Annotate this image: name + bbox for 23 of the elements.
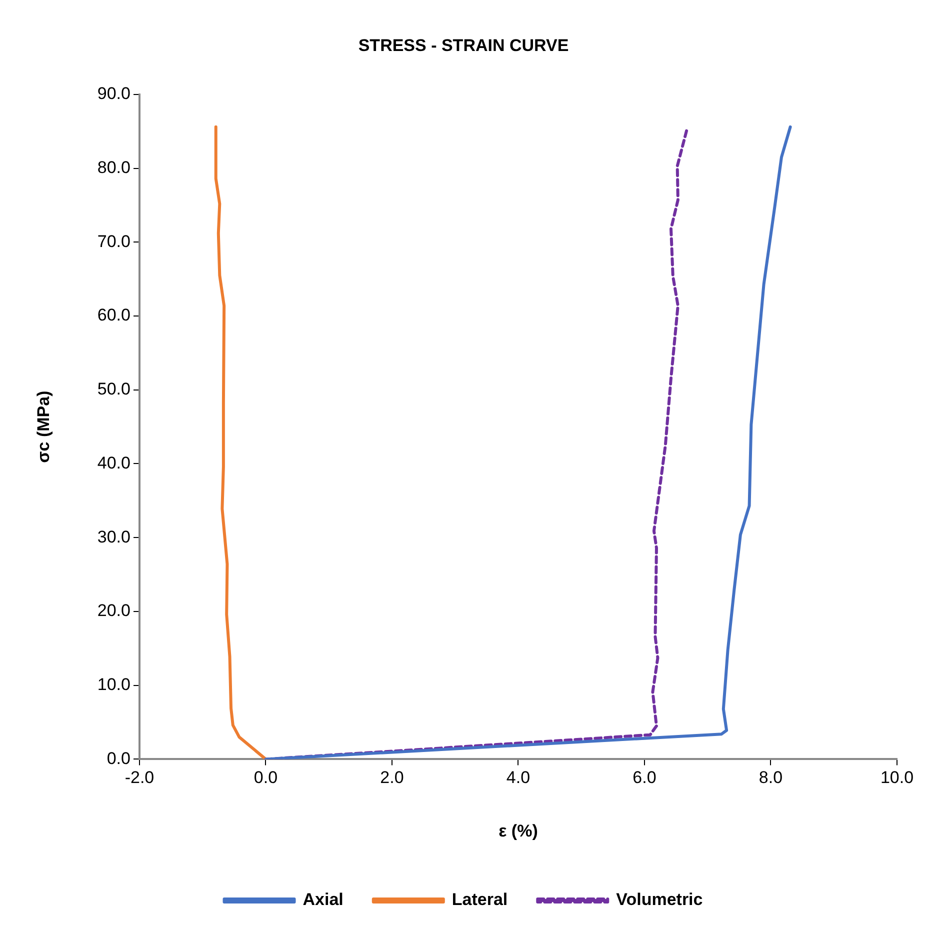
chart-title: STRESS - STRAIN CURVE <box>358 36 569 55</box>
y-tick-label: 10.0 <box>97 675 130 694</box>
x-tick-label: 6.0 <box>632 768 656 788</box>
y-tick-label: 70.0 <box>97 232 130 251</box>
y-tick-label: 50.0 <box>97 380 130 399</box>
y-axis-title: σc (MPa) <box>34 390 53 463</box>
x-tick-label: 0.0 <box>254 768 278 788</box>
y-tick-label: 60.0 <box>97 306 130 325</box>
y-tick-label: 90.0 <box>97 84 130 104</box>
x-tick-label: 10.0 <box>880 768 914 788</box>
x-tick-label: 2.0 <box>380 768 404 788</box>
x-tick-label: -2.0 <box>124 768 154 788</box>
legend-label: Axial <box>302 890 344 910</box>
legend-label: Lateral <box>452 890 508 910</box>
y-tick-label: 40.0 <box>97 453 130 472</box>
x-tick-label: 4.0 <box>506 768 530 788</box>
y-tick-label: 20.0 <box>97 601 130 620</box>
y-tick-label: 30.0 <box>97 527 130 546</box>
legend-label: Volumetric <box>616 890 703 910</box>
x-axis-title: ε (%) <box>498 821 538 840</box>
y-tick-label: 80.0 <box>97 158 130 177</box>
x-tick-label: 8.0 <box>758 768 783 788</box>
y-tick-label: 0.0 <box>106 748 130 768</box>
